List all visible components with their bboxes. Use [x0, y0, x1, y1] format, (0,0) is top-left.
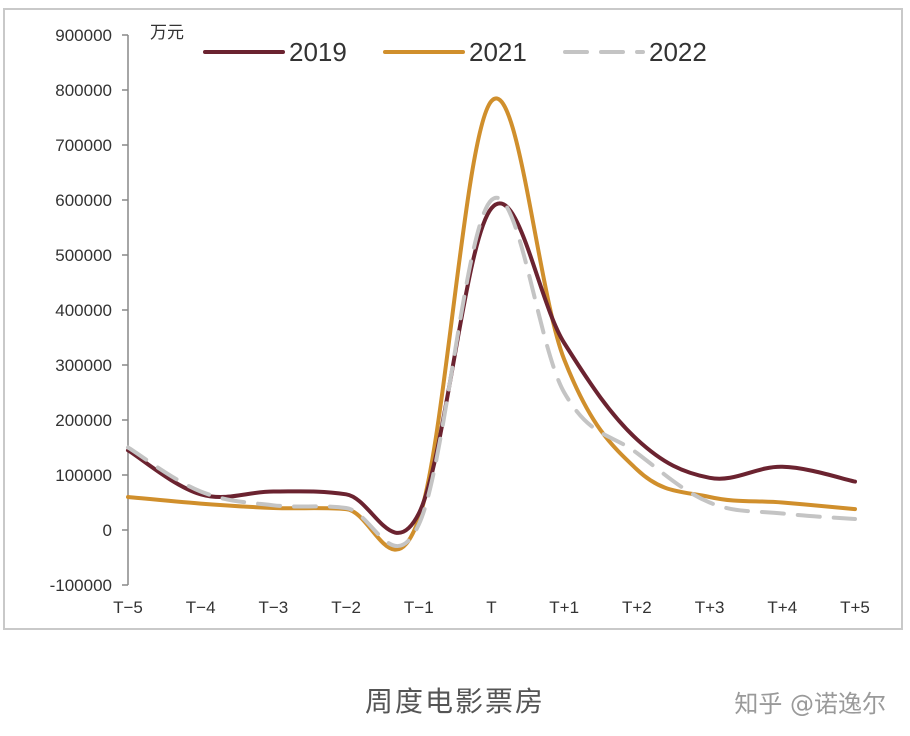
y-tick-label: 500000	[55, 246, 112, 265]
x-tick-label: T−1	[404, 598, 434, 617]
y-tick-label: 100000	[55, 466, 112, 485]
watermark: 知乎 @诺逸尔	[734, 690, 886, 718]
line-chart: 900000 800000 700000 600000 500000 400000 3000…	[50, 23, 870, 617]
y-tick-label: 700000	[55, 136, 112, 155]
chart-caption: 周度电影票房	[364, 685, 545, 718]
x-tick-label: T−2	[331, 598, 361, 617]
x-tick-label: T−3	[259, 598, 289, 617]
x-tick-label: T+3	[695, 598, 725, 617]
series-lines	[126, 96, 857, 552]
x-tick-label: T+4	[767, 598, 797, 617]
legend: 2019 2021 2022	[203, 37, 707, 67]
y-tick-label: 900000	[55, 26, 112, 45]
y-tick-label: 400000	[55, 301, 112, 320]
x-tick-label: T+2	[622, 598, 652, 617]
y-axis-ticks: 900000 800000 700000 600000 500000 400000 3000…	[50, 26, 128, 595]
unit-label: 万元	[150, 23, 184, 43]
series-line-2021	[126, 96, 857, 552]
x-tick-label: T	[486, 598, 496, 617]
y-tick-label: 0	[103, 521, 112, 540]
x-axis-ticks: T−5 T−4 T−3 T−2 T−1 T T+1 T+2 T+3 T+4 T+5	[113, 598, 870, 617]
y-tick-label: -100000	[50, 576, 112, 595]
x-tick-label: T−4	[186, 598, 216, 617]
series-line-2019	[126, 201, 857, 535]
y-tick-label: 800000	[55, 81, 112, 100]
series-line-2022	[126, 195, 857, 548]
x-tick-label: T+5	[840, 598, 870, 617]
x-tick-label: T+1	[549, 598, 579, 617]
legend-label-2022: 2022	[649, 37, 707, 67]
y-tick-label: 600000	[55, 191, 112, 210]
legend-label-2019: 2019	[289, 37, 347, 67]
x-tick-label: T−5	[113, 598, 143, 617]
y-tick-label: 200000	[55, 411, 112, 430]
legend-label-2021: 2021	[469, 37, 527, 67]
y-tick-label: 300000	[55, 356, 112, 375]
